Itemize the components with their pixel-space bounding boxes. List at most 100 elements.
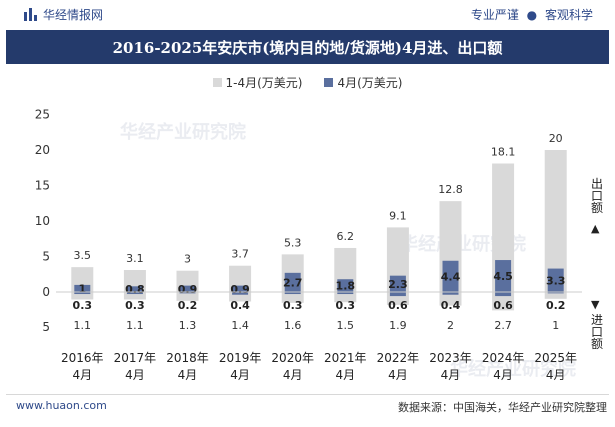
x-tick-label: 2020年 [271, 351, 314, 365]
y-tick-label: 25 [35, 108, 50, 122]
x-tick-label-month: 4月 [441, 368, 461, 382]
data-label-cumulative-export: 3.5 [74, 249, 92, 262]
data-label-cumulative-import: 1.5 [337, 319, 355, 332]
legend-label-monthly: 4月(万美元) [337, 76, 403, 90]
data-label-cumulative-import: 1.6 [284, 319, 302, 332]
brand: 华经情报网 [24, 6, 103, 23]
data-label-monthly-import: 0.4 [230, 299, 250, 312]
data-label-cumulative-import: 1 [552, 319, 559, 332]
x-tick-label: 2018年 [166, 351, 209, 365]
data-label-monthly-import: 0.2 [546, 299, 566, 312]
bar-cumulative-import [439, 292, 462, 306]
data-label-monthly-export: 1.8 [336, 280, 356, 293]
y-tick-label: 5 [42, 320, 50, 334]
data-label-monthly-import: 0.4 [441, 299, 461, 312]
legend-item-monthly: 4月(万美元) [324, 74, 402, 91]
x-tick-label: 2016年 [61, 351, 104, 365]
x-tick-label: 2025年 [534, 351, 577, 365]
x-tick-label-month: 4月 [72, 368, 92, 382]
bar-monthly-export [74, 284, 91, 292]
y-tick-label: 20 [35, 143, 50, 157]
data-label-cumulative-import: 1.9 [389, 319, 407, 332]
data-label-monthly-export: 2.3 [388, 278, 408, 291]
bar-cumulative-import [176, 292, 199, 301]
y-tick-label: 10 [35, 214, 50, 228]
data-label-cumulative-import: 2.7 [494, 319, 512, 332]
import-arrow-icon: ▼ [591, 298, 600, 311]
data-label-monthly-export: 4.4 [441, 270, 461, 283]
data-label-monthly-import: 0.3 [283, 299, 303, 312]
bar-monthly-export [547, 268, 564, 292]
data-label-monthly-export: 0.8 [125, 283, 145, 296]
export-arrow-icon: ▲ [591, 222, 600, 235]
data-label-cumulative-export: 20 [549, 132, 563, 145]
tagline-dot: ● [526, 8, 538, 22]
bar-cumulative-import [544, 292, 567, 299]
data-label-monthly-export: 3.3 [546, 274, 566, 287]
data-label-monthly-export: 2.7 [283, 276, 303, 289]
bar-monthly-export [126, 286, 143, 292]
chart-title: 2016-2025年安庆市(境内目的地/货源地)4月进、出口额 [112, 38, 503, 57]
bar-monthly-export [495, 260, 512, 292]
bar-cumulative-import [281, 292, 304, 303]
bar-monthly-import [74, 292, 91, 295]
y-tick-label: 5 [42, 250, 50, 264]
x-tick-label-month: 4月 [335, 368, 355, 382]
data-label-monthly-export: 0.9 [230, 283, 250, 296]
bar-chart-logo-icon [24, 8, 37, 21]
data-label-cumulative-export: 5.3 [284, 236, 302, 249]
x-tick-label-month: 4月 [546, 368, 566, 382]
bar-cumulative-import [123, 292, 146, 300]
data-label-cumulative-import: 1.1 [126, 319, 144, 332]
legend-item-cumulative: 1-4月(万美元) [212, 74, 303, 91]
data-label-cumulative-export: 3.1 [126, 252, 144, 265]
data-label-monthly-export: 1 [78, 282, 86, 295]
legend-label-cumulative: 1-4月(万美元) [225, 76, 303, 90]
bar-monthly-export [179, 285, 196, 292]
legend-swatch-cumulative [212, 78, 222, 87]
y-tick-label: 0 [42, 285, 50, 299]
x-tick-label-month: 4月 [283, 368, 303, 382]
x-tick-label: 2023年 [429, 351, 472, 365]
bar-cumulative-import [492, 292, 515, 311]
bar-monthly-import [389, 292, 406, 297]
x-tick-label: 2024年 [482, 351, 525, 365]
site-url: www.huaon.com [16, 399, 107, 412]
bar-monthly-import [547, 292, 564, 294]
bar-cumulative-import [71, 292, 94, 300]
x-tick-label-month: 4月 [230, 368, 250, 382]
bar-monthly-export [284, 272, 301, 292]
data-label-cumulative-export: 9.1 [389, 209, 407, 222]
bar-monthly-import [442, 292, 459, 295]
data-label-monthly-export: 4.5 [493, 270, 513, 283]
x-tick-label-month: 4月 [178, 368, 198, 382]
legend-swatch-monthly [324, 78, 334, 87]
bar-cumulative-export [229, 265, 252, 292]
bar-monthly-export [389, 275, 406, 292]
y-tick-label: 15 [35, 179, 50, 193]
data-label-cumulative-import: 1.1 [74, 319, 92, 332]
data-label-monthly-export: 0.9 [178, 283, 198, 296]
data-label-monthly-import: 0.6 [388, 299, 408, 312]
brand-name: 华经情报网 [43, 8, 104, 22]
data-label-monthly-import: 0.3 [336, 299, 356, 312]
data-label-cumulative-export: 3.7 [231, 248, 249, 261]
data-label-cumulative-export: 6.2 [337, 230, 355, 243]
chart-title-bar: 2016-2025年安庆市(境内目的地/货源地)4月进、出口额 [6, 30, 609, 64]
x-tick-label-month: 4月 [388, 368, 408, 382]
bar-monthly-export [442, 260, 459, 292]
x-tick-label-month: 4月 [125, 368, 145, 382]
export-axis-label: 出口额 [590, 177, 603, 215]
tagline-right: 客观科学 [544, 8, 593, 22]
footer: www.huaon.com 数据来源：中国海关，华经产业研究院整理 [6, 394, 609, 419]
bar-cumulative-export [544, 150, 567, 292]
bar-monthly-import [126, 292, 143, 295]
bar-monthly-export [337, 279, 354, 292]
x-tick-label: 2021年 [324, 351, 367, 365]
data-label-cumulative-export: 18.1 [491, 145, 516, 158]
bar-cumulative-import [334, 292, 357, 303]
x-tick-label: 2017年 [114, 351, 157, 365]
data-label-cumulative-export: 12.8 [438, 183, 463, 196]
tagline-left: 专业严谨 [470, 8, 519, 22]
